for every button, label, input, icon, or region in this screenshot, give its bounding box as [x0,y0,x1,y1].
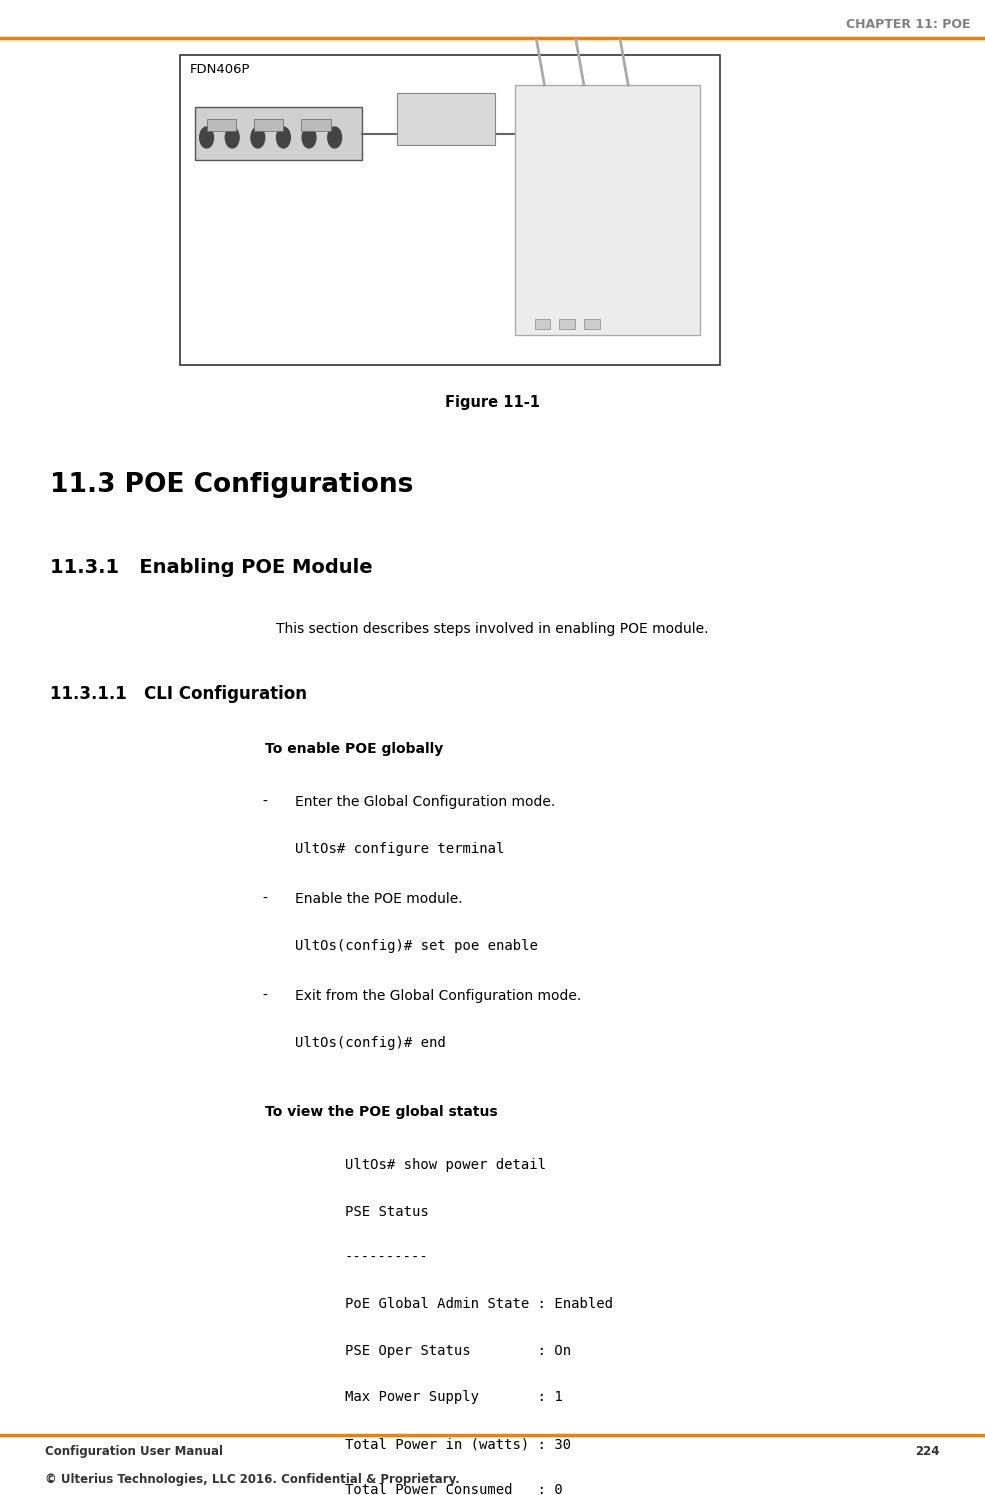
Circle shape [277,127,291,148]
Circle shape [226,127,239,148]
Text: UltOs(config)# set poe enable: UltOs(config)# set poe enable [295,939,538,952]
Text: PSE Status: PSE Status [345,1205,428,1218]
Text: 11.3.1   Enabling POE Module: 11.3.1 Enabling POE Module [50,558,372,577]
Text: 224: 224 [915,1446,940,1458]
Bar [559,318,575,329]
Text: UltOs# configure terminal: UltOs# configure terminal [295,842,504,857]
Text: 11.3.1.1   CLI Configuration: 11.3.1.1 CLI Configuration [50,685,307,703]
Circle shape [200,127,214,148]
Text: Max Power Supply       : 1: Max Power Supply : 1 [345,1390,562,1404]
Text: PoE Global Admin State : Enabled: PoE Global Admin State : Enabled [345,1298,613,1311]
Bar [535,318,551,329]
Text: Enter the Global Configuration mode.: Enter the Global Configuration mode. [295,795,556,809]
Bar [180,55,720,365]
Text: Total Power in (watts) : 30: Total Power in (watts) : 30 [345,1437,571,1452]
Circle shape [251,127,265,148]
Text: PSE Oper Status        : On: PSE Oper Status : On [345,1344,571,1357]
Text: -: - [262,990,267,1003]
Text: -: - [262,893,267,906]
Bar [584,318,600,329]
Bar [195,108,362,160]
Text: To view the POE global status: To view the POE global status [265,1105,497,1118]
Bar [301,120,331,132]
Circle shape [328,127,342,148]
Bar [207,120,236,132]
Text: Exit from the Global Configuration mode.: Exit from the Global Configuration mode. [295,990,581,1003]
Bar [254,120,284,132]
Text: -: - [262,795,267,809]
Text: ----------: ---------- [345,1251,428,1265]
Bar [515,85,700,335]
Text: CHAPTER 11: POE: CHAPTER 11: POE [846,18,970,31]
Text: Figure 11-1: Figure 11-1 [445,395,540,410]
Text: FDN406P: FDN406P [190,63,250,76]
Text: UltOs(config)# end: UltOs(config)# end [295,1036,446,1049]
Circle shape [302,127,316,148]
Text: To enable POE globally: To enable POE globally [265,742,443,756]
Text: This section describes steps involved in enabling POE module.: This section describes steps involved in… [276,622,709,635]
Bar [397,93,495,145]
Text: Configuration User Manual: Configuration User Manual [45,1446,223,1458]
Text: Total Power Consumed   : 0: Total Power Consumed : 0 [345,1483,562,1495]
Text: UltOs# show power detail: UltOs# show power detail [345,1159,546,1172]
Text: © Ulterius Technologies, LLC 2016. Confidential & Proprietary.: © Ulterius Technologies, LLC 2016. Confi… [45,1473,460,1486]
Text: 11.3 POE Configurations: 11.3 POE Configurations [50,472,414,498]
Text: Enable the POE module.: Enable the POE module. [295,893,463,906]
